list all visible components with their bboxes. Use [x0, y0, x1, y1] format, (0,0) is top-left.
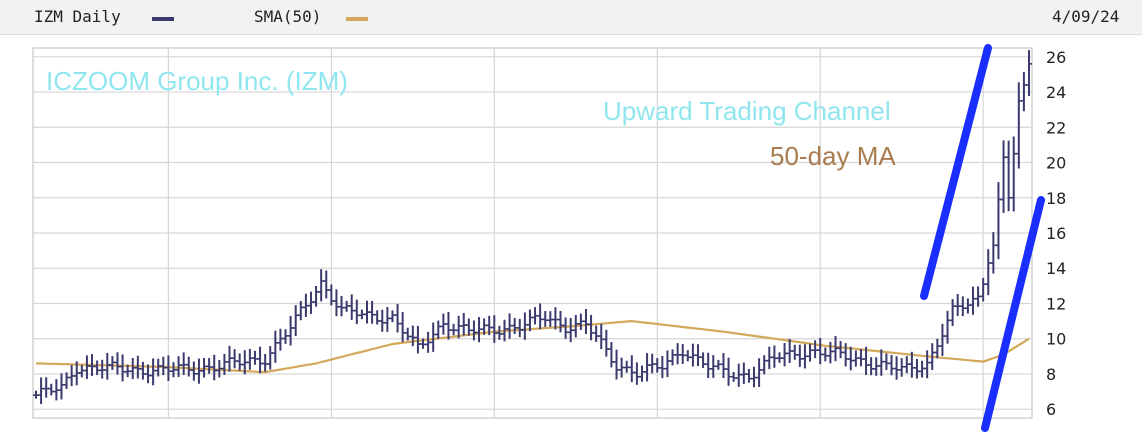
- y-tick-label: 10: [1046, 330, 1066, 349]
- channel-lines: [920, 44, 1045, 432]
- channel-lower-line: [981, 196, 1045, 432]
- y-tick-label: 16: [1046, 224, 1066, 243]
- price-bar: [1026, 50, 1032, 96]
- sma-group: [35, 319, 1030, 374]
- y-tick-label: 8: [1046, 365, 1056, 384]
- sma-legend-swatch: [346, 17, 368, 21]
- y-tick-label: 24: [1046, 83, 1066, 102]
- price-legend-swatch: [152, 17, 174, 21]
- sma-line: [35, 319, 1030, 374]
- chart-date: 4/09/24: [1052, 7, 1120, 26]
- y-tick-label: 22: [1046, 118, 1066, 137]
- symbol-label: IZM Daily: [34, 7, 121, 26]
- y-tick-label: 14: [1046, 259, 1066, 278]
- grid: [33, 48, 1032, 418]
- channel-upper-line: [920, 44, 992, 300]
- company-annotation: ICZOOM Group Inc. (IZM): [46, 66, 348, 96]
- channel-annotation: Upward Trading Channel: [603, 96, 891, 126]
- y-axis: 6 8 10 12 14 16 18 20 22 24 26: [1046, 48, 1066, 419]
- price-bars: [33, 50, 1032, 405]
- ma-annotation: 50-day MA: [770, 141, 896, 171]
- y-tick-label: 12: [1046, 294, 1066, 313]
- sma-label: SMA(50): [254, 7, 322, 26]
- y-tick-label: 6: [1046, 400, 1056, 419]
- y-tick-label: 18: [1046, 189, 1066, 208]
- y-tick-label: 26: [1046, 48, 1066, 67]
- y-tick-label: 20: [1046, 154, 1066, 173]
- chart-header: IZM Daily SMA(50) 4/09/24: [0, 0, 1142, 35]
